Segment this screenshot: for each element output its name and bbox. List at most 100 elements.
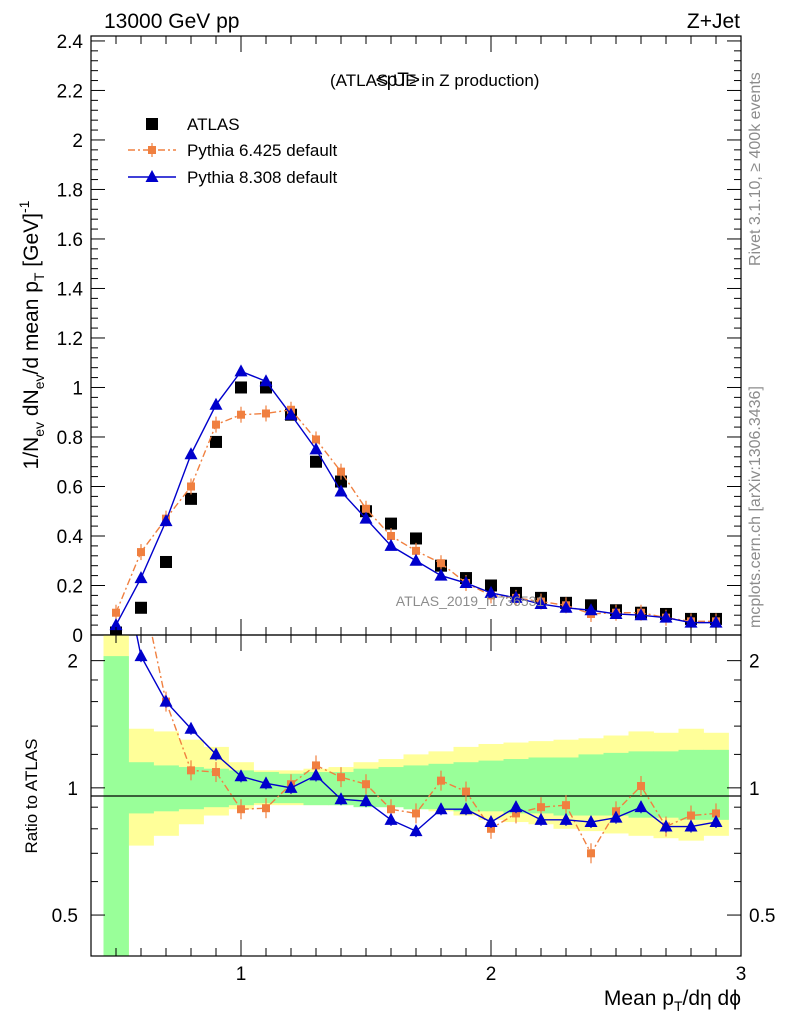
data-point bbox=[312, 435, 320, 444]
main-series-2 bbox=[109, 364, 723, 631]
data-point bbox=[359, 511, 373, 524]
ratio-y-tick-label-right: 2 bbox=[749, 652, 760, 673]
data-point bbox=[385, 517, 397, 530]
data-point bbox=[337, 467, 345, 476]
ratio-y-tick-label-right: 0.5 bbox=[749, 906, 775, 927]
data-point bbox=[559, 600, 573, 613]
main-y-tick-label: 0.2 bbox=[57, 576, 83, 597]
main-y-tick-label: 0.6 bbox=[57, 477, 83, 498]
data-point bbox=[160, 555, 172, 568]
x-tick-label: 3 bbox=[736, 964, 747, 985]
ratio-point bbox=[634, 800, 648, 813]
main-y-tick-label: 0.4 bbox=[57, 527, 84, 548]
ratio-point bbox=[637, 782, 645, 791]
main-y-tick-label: 0.8 bbox=[57, 428, 83, 449]
ratio-point bbox=[387, 805, 395, 814]
data-point bbox=[409, 553, 423, 566]
data-point bbox=[184, 447, 198, 460]
ratio-point bbox=[687, 811, 695, 820]
ratio-y-tick-label: 1 bbox=[67, 779, 78, 800]
data-point bbox=[362, 504, 370, 513]
chart-title: <pT> bbox=[376, 70, 420, 91]
data-point bbox=[310, 455, 322, 468]
rivet-side-label: Rivet 3.1.10, ≥ 400k events bbox=[747, 72, 764, 266]
svg-text:Mean pT/dη dϕ: Mean pT/dη dϕ bbox=[604, 987, 741, 1014]
data-point bbox=[709, 615, 723, 628]
x-axis-label: Mean pT/dη dϕ bbox=[604, 987, 741, 1014]
data-point bbox=[412, 546, 420, 555]
main-y-tick-label: 1 bbox=[72, 378, 83, 399]
main-y-axis-label: 1/Nev dNev/d mean pT [GeV]-1 bbox=[16, 200, 47, 469]
legend-marker bbox=[146, 118, 158, 130]
ratio-point bbox=[484, 815, 498, 828]
ratio-point bbox=[309, 768, 323, 781]
ratio-point bbox=[409, 824, 423, 837]
data-point bbox=[187, 482, 195, 491]
main-y-tick-label: 2.4 bbox=[57, 32, 84, 53]
ratio-point bbox=[284, 780, 298, 793]
legend-marker bbox=[148, 146, 156, 154]
ratio-point bbox=[384, 812, 398, 825]
ratio-point bbox=[487, 824, 495, 833]
header-process-label: Z+Jet bbox=[687, 10, 740, 33]
chart-subtitle: (ATLAS UE in Z production) bbox=[330, 71, 539, 90]
ratio-point bbox=[509, 800, 523, 813]
ratio-point bbox=[434, 802, 448, 815]
ratio-point bbox=[262, 804, 270, 813]
data-point bbox=[262, 409, 270, 418]
data-point bbox=[634, 608, 648, 621]
stat-uncertainty-band bbox=[403, 765, 429, 810]
data-point bbox=[259, 374, 273, 387]
data-point bbox=[112, 608, 120, 617]
ratio-point bbox=[237, 805, 245, 814]
data-point bbox=[237, 410, 245, 419]
data-point bbox=[212, 420, 220, 429]
main-panel: 0 0.2 0.4 0.6 0.8 1 1.2 1.4 1.6 1.8 2 2.2 2.4 <pT> (… bbox=[16, 32, 742, 647]
ratio-point bbox=[537, 803, 545, 812]
ratio-point bbox=[337, 773, 345, 782]
ratio-point bbox=[559, 812, 573, 825]
series-line bbox=[115, 370, 716, 626]
main-y-tick-label: 2 bbox=[72, 131, 83, 152]
ratio-point bbox=[709, 815, 723, 828]
data-point bbox=[485, 579, 497, 592]
ratio-point bbox=[187, 766, 195, 775]
ratio-point bbox=[659, 819, 673, 832]
data-point bbox=[459, 576, 473, 589]
ratio-y-tick-label: 2 bbox=[67, 652, 78, 673]
data-point bbox=[659, 610, 673, 623]
ratio-point bbox=[259, 776, 273, 789]
data-point bbox=[484, 585, 498, 598]
data-point bbox=[137, 548, 145, 557]
ratio-point bbox=[512, 809, 520, 818]
data-point bbox=[210, 435, 222, 448]
ratio-point bbox=[212, 768, 220, 777]
ratio-point bbox=[184, 721, 198, 734]
header-energy-label: 13000 GeV pp bbox=[104, 10, 239, 33]
svg-text:1/Nev dNev/d mean pT [GeV]-1: 1/Nev dNev/d mean pT [GeV]-1 bbox=[16, 200, 47, 469]
data-point bbox=[684, 615, 698, 628]
data-point bbox=[584, 603, 598, 616]
data-point bbox=[437, 559, 445, 568]
main-y-tick-label: 1.2 bbox=[57, 329, 83, 350]
ratio-point bbox=[459, 802, 473, 815]
legend-label: ATLAS bbox=[187, 115, 240, 134]
analysis-watermark: ATLAS_2019_I1736531 bbox=[396, 593, 545, 609]
data-point bbox=[387, 531, 395, 540]
main-y-tick-label: 0 bbox=[72, 626, 83, 647]
data-point bbox=[309, 442, 323, 455]
legend-label: Pythia 8.308 default bbox=[187, 168, 338, 187]
data-point bbox=[534, 597, 548, 610]
data-point bbox=[384, 538, 398, 551]
data-point bbox=[284, 407, 298, 420]
ratio-point bbox=[362, 780, 370, 789]
main-y-tick-label: 1.8 bbox=[57, 180, 83, 201]
ratio-point bbox=[584, 815, 598, 828]
ratio-y-tick-label: 0.5 bbox=[52, 906, 78, 927]
data-point bbox=[109, 618, 123, 631]
ratio-point bbox=[312, 761, 320, 770]
data-point bbox=[509, 590, 523, 603]
ratio-point bbox=[534, 812, 548, 825]
stat-uncertainty-band bbox=[153, 765, 179, 812]
